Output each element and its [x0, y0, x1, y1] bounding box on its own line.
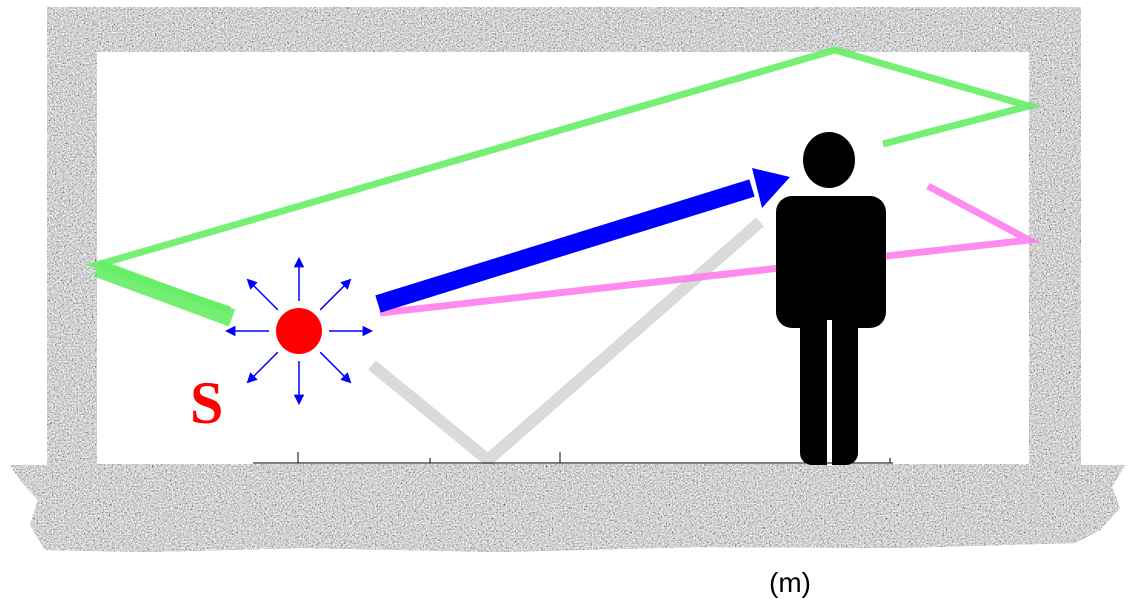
sound-source-icon — [224, 256, 374, 406]
source-dot — [276, 308, 322, 354]
green-path-thick-segment — [93, 259, 236, 327]
pink-wall-reflection-path — [379, 182, 1041, 317]
emission-arrow — [246, 351, 279, 384]
emission-arrow — [319, 351, 352, 384]
reflection-paths — [85, 46, 1043, 468]
emission-arrow — [246, 278, 279, 311]
emission-arrow — [319, 278, 352, 311]
ground — [10, 465, 1125, 552]
direct-path-arrow — [375, 168, 790, 313]
gray-floor-reflection-path — [368, 217, 764, 468]
person-icon — [776, 132, 886, 466]
source-label: S — [190, 370, 223, 436]
distance-axis — [253, 452, 893, 464]
emission-arrows — [224, 256, 374, 406]
axis-unit-label: (m) — [769, 567, 811, 598]
